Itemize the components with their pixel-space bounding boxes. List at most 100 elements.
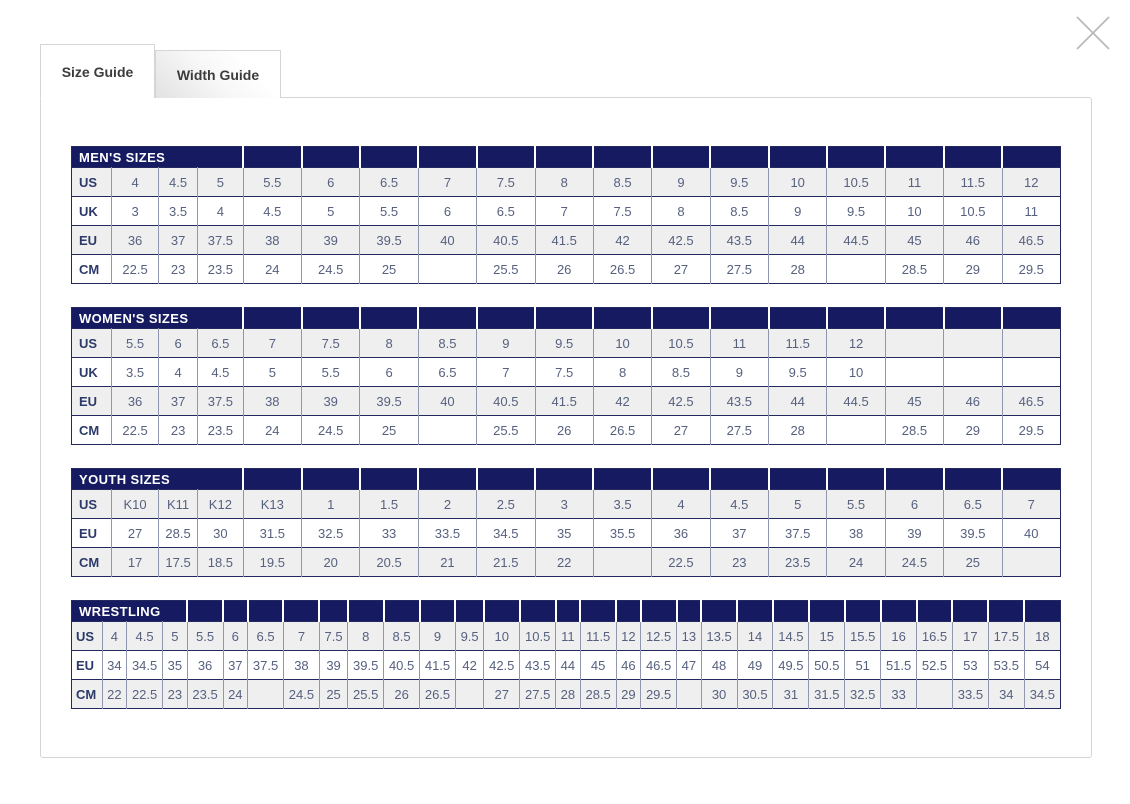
- size-cell: 24.5: [282, 679, 320, 709]
- header-cell: [592, 307, 652, 329]
- header-cell: [650, 307, 711, 329]
- size-cell: 18.5: [197, 547, 244, 577]
- header-cell: [358, 307, 419, 329]
- size-cell: 24.5: [300, 415, 360, 445]
- size-cell: 51.5: [880, 650, 917, 680]
- size-cell: 31.5: [808, 679, 845, 709]
- size-cell: 24: [826, 547, 886, 577]
- size-cell: [916, 679, 953, 709]
- size-cell: 7.5: [592, 196, 652, 226]
- size-cell: 7: [242, 328, 302, 358]
- size-cell: 47: [676, 650, 702, 680]
- size-cell: 28: [555, 679, 581, 709]
- size-cell: 39.5: [359, 386, 419, 416]
- size-cell: 5: [162, 621, 188, 651]
- header-cell: [825, 146, 886, 168]
- size-cell: 23: [158, 415, 198, 445]
- size-cell: 39: [884, 518, 944, 548]
- size-cell: 23.5: [197, 254, 244, 284]
- header-cell: [475, 146, 535, 168]
- size-cell: 11: [709, 328, 769, 358]
- size-cell: 38: [826, 518, 886, 548]
- size-cell: 15.5: [844, 621, 881, 651]
- size-cell: 44: [555, 650, 581, 680]
- size-cell: 29: [943, 415, 1002, 445]
- header-cell: [1023, 600, 1061, 622]
- size-cell: 8.5: [709, 196, 769, 226]
- tab-size-guide[interactable]: Size Guide: [40, 44, 155, 100]
- size-cell: 12.5: [640, 621, 677, 651]
- size-cell: 22: [101, 679, 127, 709]
- header-cell: [533, 307, 594, 329]
- size-cell: 39: [300, 386, 360, 416]
- size-cell: 10.5: [826, 167, 886, 197]
- size-cell: 43.5: [519, 650, 556, 680]
- size-cell: 10: [767, 167, 827, 197]
- header-cell: [454, 600, 484, 622]
- size-cell: 7.5: [476, 167, 535, 197]
- size-table-women-s-sizes: WOMEN'S SIZES US 5.5 6 6.5 7 7.5 8 8.5 9 9.5 10 10.…: [71, 307, 1061, 445]
- size-cell: 7: [417, 167, 477, 197]
- size-cell: 27: [111, 518, 159, 548]
- size-cell: 29: [943, 254, 1002, 284]
- size-cell: 3: [534, 489, 594, 519]
- size-cell: 6: [359, 357, 419, 387]
- close-icon[interactable]: [1073, 13, 1113, 53]
- size-cell: 8.5: [651, 357, 711, 387]
- header-cell: [942, 468, 1002, 490]
- size-cell: 8: [651, 196, 711, 226]
- size-cell: 43.5: [709, 386, 769, 416]
- header-cell: [282, 600, 320, 622]
- header-cell: [382, 600, 420, 622]
- table-row: US 4 4.5 5 5.5 6 6.5 7 7.5 8 8.5 9 9.5 10 10.5 11 11.5 12…: [71, 621, 1061, 651]
- header-cell: [884, 146, 944, 168]
- size-cell: [454, 679, 484, 709]
- size-cell: 49.5: [772, 650, 809, 680]
- size-cell: 9.5: [454, 621, 484, 651]
- header-cell: [843, 600, 881, 622]
- size-cell: 5: [197, 167, 244, 197]
- size-cell: 5.5: [826, 489, 886, 519]
- size-cell: 23: [158, 254, 198, 284]
- size-cell: 26: [534, 415, 594, 445]
- size-cell: 46: [943, 225, 1002, 255]
- size-cell: 31.5: [242, 518, 302, 548]
- size-cell: 11: [884, 167, 944, 197]
- tab-width-guide[interactable]: Width Guide: [155, 50, 281, 98]
- row-label: CM: [79, 261, 100, 277]
- header-cell: [346, 600, 384, 622]
- size-cell: 36: [111, 386, 159, 416]
- size-cell: 4.5: [242, 196, 302, 226]
- size-cell: 17.5: [987, 621, 1025, 651]
- size-cell: 37.5: [197, 386, 244, 416]
- size-cell: 23: [162, 679, 188, 709]
- size-cell: 13: [676, 621, 702, 651]
- header-cell: [807, 600, 845, 622]
- row-label: EU: [76, 657, 95, 673]
- header-cell: [639, 600, 677, 622]
- size-cell: 22.5: [111, 415, 159, 445]
- size-cell: 48: [700, 650, 738, 680]
- header-cell: [482, 600, 520, 622]
- size-cell: 7.5: [534, 357, 594, 387]
- size-cell: 26.5: [419, 679, 456, 709]
- size-cell: [884, 328, 944, 358]
- size-cell: 9.5: [767, 357, 827, 387]
- size-cell: 4: [111, 167, 159, 197]
- header-cell: [475, 468, 535, 490]
- size-cell: 46: [615, 650, 641, 680]
- size-cell: 23.5: [767, 547, 827, 577]
- size-cell: 53: [951, 650, 989, 680]
- size-cell: 25: [943, 547, 1002, 577]
- size-cell: 17: [951, 621, 989, 651]
- table-row: US 5.5 6 6.5 7 7.5 8 8.5 9 9.5 10 10.5 11 11.5 12: [71, 328, 1061, 358]
- size-cell: 6.5: [476, 196, 535, 226]
- size-cell: 11: [555, 621, 581, 651]
- size-cell: 37: [709, 518, 769, 548]
- size-cell: 10.5: [519, 621, 556, 651]
- size-cell: 33.5: [951, 679, 989, 709]
- size-cell: 25.5: [476, 254, 535, 284]
- size-table-men-s-sizes: MEN'S SIZES US 4 4.5 5 5.5 6 6.5 7 7.5 8 8.5 9 9.5 10…: [71, 146, 1061, 284]
- size-cell: 6.5: [197, 328, 244, 358]
- size-cell: 25: [359, 254, 419, 284]
